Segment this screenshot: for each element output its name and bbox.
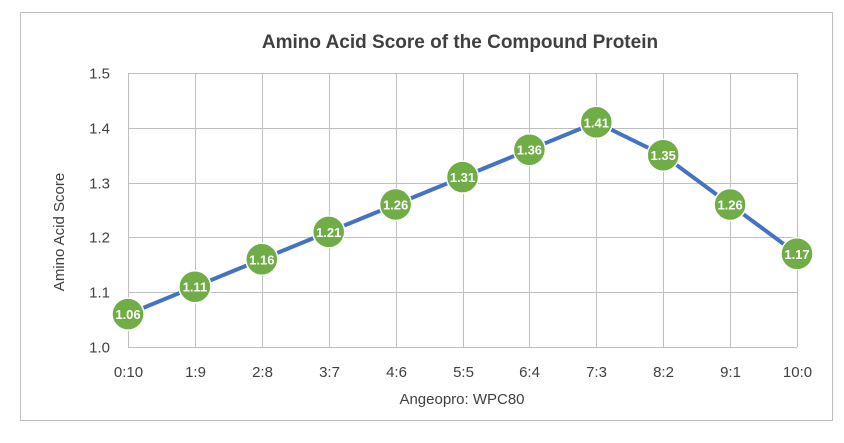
data-point-label: 1.16 [249, 252, 274, 267]
series-markers: 1.06 1.11 1.16 1.21 1.26 1.31 1.36 1.41 1.35 1.26… [111, 105, 814, 331]
y-tick-label: 1.5 [89, 66, 110, 83]
x-tick-label: 7:3 [586, 364, 607, 381]
x-tick-label: 6:4 [519, 364, 540, 381]
data-point-label: 1.31 [450, 170, 475, 185]
x-tick-label: 0:10 [114, 364, 143, 381]
x-axis-title: Angeopro: WPC80 [399, 391, 524, 408]
x-tick-label: 10:0 [783, 364, 812, 381]
data-point-marker [178, 269, 212, 304]
y-tick-label: 1.3 [89, 176, 110, 193]
chart-border [20, 12, 833, 421]
data-point-label: 1.35 [651, 148, 676, 163]
chart-title: Amino Acid Score of the Compound Protein [262, 32, 658, 53]
data-point-marker [111, 297, 145, 331]
data-point-label: 1.26 [717, 198, 742, 213]
data-point-marker [579, 105, 614, 140]
data-point-marker [378, 187, 413, 222]
tick-labels: 1.0 1.1 1.2 1.3 1.4 1.5 0:10 1:9 2:8 3:7 4:6 5:5 6:4… [89, 66, 812, 382]
x-tick-label: 3:7 [319, 364, 340, 381]
data-point-label: 1.26 [383, 198, 408, 213]
data-point-marker [445, 160, 480, 194]
x-tick-label: 2:8 [252, 364, 273, 381]
data-point-marker [311, 215, 346, 249]
x-tick-label: 9:1 [720, 364, 741, 381]
data-point-marker [245, 242, 279, 277]
x-tick-label: 4:6 [386, 364, 407, 381]
data-point-marker [780, 237, 814, 271]
data-point-marker [512, 132, 547, 167]
data-point-marker [713, 187, 747, 222]
data-point-label: 1.36 [517, 143, 542, 158]
y-tick-label: 1.4 [89, 121, 110, 138]
data-point-label: 1.06 [115, 307, 140, 322]
data-point-marker [646, 138, 680, 172]
y-tick-label: 1.1 [89, 285, 110, 302]
x-tick-label: 8:2 [653, 364, 674, 381]
x-tick-label: 1:9 [185, 364, 206, 381]
y-axis-title: Amino Acid Score [51, 173, 68, 291]
data-point-label: 1.17 [784, 247, 809, 262]
data-point-label: 1.11 [183, 280, 208, 295]
x-tick-label: 5:5 [453, 364, 474, 381]
y-tick-label: 1.2 [89, 230, 110, 247]
y-tick-label: 1.0 [89, 340, 110, 357]
data-point-label: 1.21 [316, 225, 341, 240]
data-point-label: 1.41 [584, 115, 609, 130]
